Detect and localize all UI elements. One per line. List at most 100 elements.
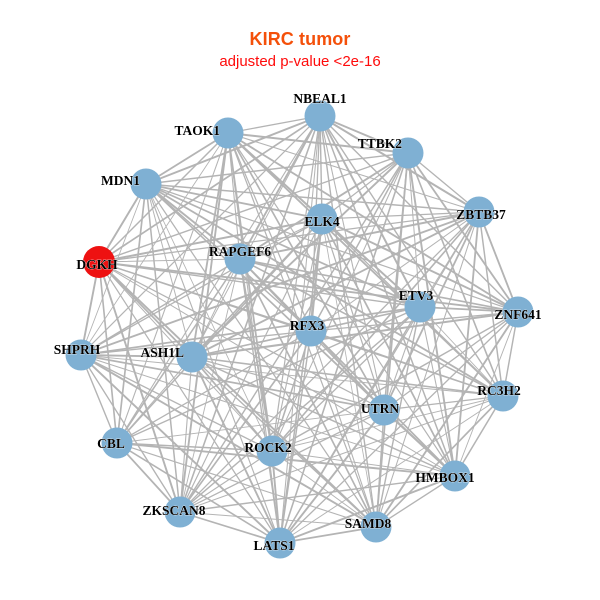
graph-node-label-dgkh: DGKH xyxy=(76,257,118,272)
graph-node-label-etv3: ETV3 xyxy=(399,288,434,303)
graph-edge xyxy=(375,211,480,528)
graph-edge xyxy=(478,211,519,313)
graph-node-rapgef6[interactable] xyxy=(224,243,256,275)
graph-edge xyxy=(145,183,241,260)
graph-node-hmbox1[interactable] xyxy=(439,460,471,492)
graph-edge xyxy=(321,218,421,308)
graph-edge xyxy=(116,409,385,444)
graph-edge xyxy=(227,115,321,134)
node-label-layer: NBEAL1 TAOK1 TTBK2 MDN1 ZBTB37 ELK4 RAPGEF6 DGK… xyxy=(53,91,542,554)
graph-edge xyxy=(145,132,229,185)
graph-edge xyxy=(271,450,377,528)
graph-edge xyxy=(319,115,409,154)
graph-edge xyxy=(419,306,519,313)
graph-edge xyxy=(227,132,504,397)
graph-node-znf641[interactable] xyxy=(502,296,534,328)
graph-edge xyxy=(80,132,229,356)
graph-edge xyxy=(145,183,480,213)
graph-node-label-rfx3: RFX3 xyxy=(290,318,325,333)
graph-node-samd8[interactable] xyxy=(360,511,392,543)
graph-edge xyxy=(145,183,181,513)
graph-edge xyxy=(98,261,519,313)
graph-node-mdn1[interactable] xyxy=(130,168,162,200)
graph-node-ash1l[interactable] xyxy=(176,341,208,373)
graph-edge xyxy=(478,211,504,397)
graph-edge xyxy=(145,183,323,220)
graph-node-lats1[interactable] xyxy=(264,527,296,559)
graph-edge xyxy=(98,261,181,513)
graph-edge xyxy=(80,354,273,452)
graph-edge xyxy=(375,311,519,528)
graph-node-label-samd8: SAMD8 xyxy=(345,516,392,531)
graph-edge xyxy=(116,442,377,528)
graph-edge xyxy=(80,354,377,528)
graph-edge xyxy=(271,450,456,477)
graph-node-etv3[interactable] xyxy=(404,291,436,323)
graph-edge xyxy=(191,152,409,358)
graph-edge xyxy=(98,261,281,544)
graph-edge xyxy=(321,211,480,220)
graph-node-label-zkscan8: ZKSCAN8 xyxy=(142,503,205,518)
graph-edge xyxy=(179,211,480,513)
graph-edge xyxy=(191,356,504,397)
graph-node-nbeal1[interactable] xyxy=(304,100,336,132)
graph-edge xyxy=(179,258,241,513)
graph-edge xyxy=(80,218,323,356)
graph-node-label-znf641: ZNF641 xyxy=(494,307,542,322)
graph-edge xyxy=(179,475,456,513)
graph-edge xyxy=(227,132,456,477)
graph-node-label-ash1l: ASH1L xyxy=(140,345,184,360)
graph-node-label-utrn: UTRN xyxy=(361,401,400,416)
graph-edge xyxy=(383,409,456,477)
graph-edge xyxy=(80,211,480,356)
graph-edge xyxy=(116,442,181,513)
graph-edge xyxy=(279,330,312,544)
graph-node-label-mdn1: MDN1 xyxy=(101,173,140,188)
graph-edge xyxy=(116,330,312,444)
graph-edge xyxy=(145,183,273,452)
graph-edge xyxy=(227,132,519,313)
graph-edge xyxy=(116,306,421,444)
graph-node-cbl[interactable] xyxy=(101,427,133,459)
graph-edge xyxy=(98,258,241,263)
graph-edge xyxy=(116,442,456,477)
graph-edge xyxy=(419,306,504,397)
graph-edge xyxy=(239,211,480,260)
graph-node-elk4[interactable] xyxy=(306,203,338,235)
graph-edge xyxy=(116,132,229,444)
graph-node-taok1[interactable] xyxy=(212,117,244,149)
graph-edge xyxy=(227,132,409,154)
graph-node-label-lats1: LATS1 xyxy=(253,538,294,553)
graph-edge xyxy=(383,395,504,411)
graph-node-rfx3[interactable] xyxy=(295,315,327,347)
graph-node-label-ttbk2: TTBK2 xyxy=(358,136,403,151)
graph-node-rock2[interactable] xyxy=(256,435,288,467)
graph-edge xyxy=(80,306,421,356)
graph-edge xyxy=(407,152,519,313)
node-layer xyxy=(65,100,534,559)
graph-node-utrn[interactable] xyxy=(368,394,400,426)
graph-edge xyxy=(239,258,273,452)
graph-node-dgkh[interactable] xyxy=(83,246,115,278)
graph-node-label-zbtb37: ZBTB37 xyxy=(456,207,506,222)
graph-node-ttbk2[interactable] xyxy=(392,137,424,169)
graph-node-rc3h2[interactable] xyxy=(487,380,519,412)
graph-edge xyxy=(179,330,312,513)
graph-edge xyxy=(310,330,377,528)
graph-edge xyxy=(227,132,273,452)
graph-node-zbtb37[interactable] xyxy=(463,196,495,228)
graph-edge xyxy=(271,152,409,452)
graph-edge xyxy=(191,330,312,358)
graph-edge xyxy=(80,258,241,356)
graph-node-shprh[interactable] xyxy=(65,339,97,371)
graph-edge xyxy=(454,211,480,477)
graph-edge xyxy=(419,306,456,477)
graph-edge xyxy=(145,183,281,544)
graph-edge xyxy=(191,258,241,358)
graph-edge xyxy=(271,330,312,452)
graph-node-zkscan8[interactable] xyxy=(164,496,196,528)
graph-edge xyxy=(145,183,193,358)
graph-edge xyxy=(279,526,377,544)
